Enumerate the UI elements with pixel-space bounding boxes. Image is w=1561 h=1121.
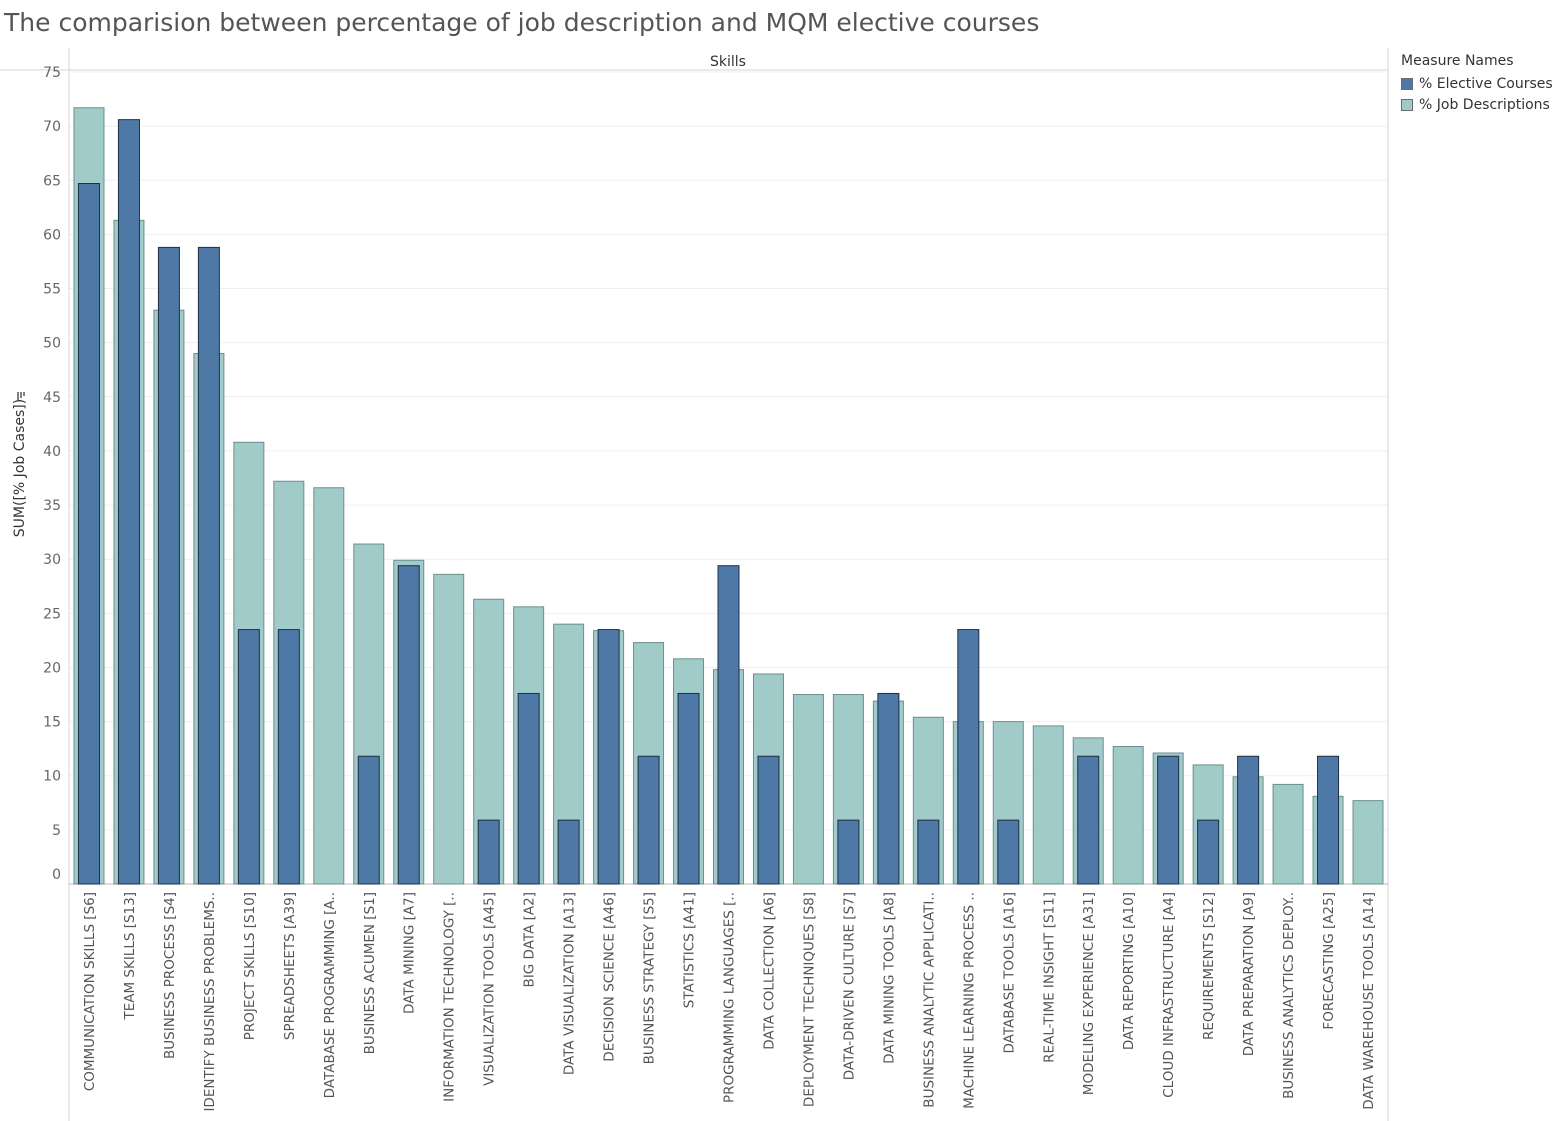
bar-elective-courses[interactable] <box>757 755 780 885</box>
bar-elective-courses[interactable] <box>277 629 300 885</box>
legend-title: Measure Names <box>1401 53 1514 69</box>
bar-job-descriptions[interactable] <box>1272 783 1304 885</box>
y-tick-label: 65 <box>43 173 61 189</box>
x-category-label: DATABASE PROGRAMMING [A.. <box>322 892 338 1098</box>
y-tick-label: 20 <box>43 660 61 676</box>
y-tick-label: 35 <box>43 498 61 514</box>
bar-job-descriptions[interactable] <box>792 694 824 885</box>
legend-swatch-elective-courses <box>1401 77 1413 90</box>
x-category-label: DATA MINING TOOLS [A8] <box>881 892 897 1064</box>
x-category-label: DATA VISUALIZATION [A13] <box>562 892 578 1075</box>
x-category-label: BIG DATA [A2] <box>522 892 538 987</box>
bar-elective-courses[interactable] <box>117 119 140 885</box>
bar-elective-courses[interactable] <box>197 246 220 885</box>
x-category-label: PROJECT SKILLS [S10] <box>242 892 258 1040</box>
y-tick-label: 60 <box>43 227 61 243</box>
bar-job-descriptions[interactable] <box>1352 800 1384 885</box>
bar-job-descriptions[interactable] <box>433 573 465 885</box>
x-category-label: PROGRAMMING LANGUAGES [.. <box>722 892 738 1103</box>
bar-elective-courses[interactable] <box>77 183 100 885</box>
bar-elective-courses[interactable] <box>597 629 620 885</box>
x-category-label: VISUALIZATION TOOLS [A45] <box>482 892 498 1086</box>
y-tick-label: 15 <box>43 715 61 731</box>
x-category-label: INFORMATION TECHNOLOGY [.. <box>442 892 458 1102</box>
x-category-label: BUSINESS STRATEGY [S5] <box>642 892 658 1064</box>
x-category-label: BUSINESS ANALYTICS DEPLOY.. <box>1281 892 1297 1099</box>
x-category-label: DATA COLLECTION [A6] <box>761 892 777 1050</box>
bar-elective-courses[interactable] <box>677 692 700 885</box>
y-tick-label: 70 <box>43 119 61 135</box>
x-category-label: DEPLOYMENT TECHNIQUES [S8] <box>801 892 817 1107</box>
x-category-label: COMMUNICATION SKILLS [S6] <box>82 892 98 1091</box>
bar-elective-courses[interactable] <box>397 565 420 885</box>
bar-elective-courses[interactable] <box>1317 755 1340 885</box>
x-category-label: TEAM SKILLS [S13] <box>122 892 138 1021</box>
sort-icon[interactable] <box>17 392 25 400</box>
legend-entry-elective-courses[interactable]: % Elective Courses <box>1401 73 1553 94</box>
x-category-label: DATA-DRIVEN CULTURE [S7] <box>841 892 857 1080</box>
x-category-label: BUSINESS PROCESS [S4] <box>162 892 178 1059</box>
legend-label-job-descriptions: % Job Descriptions <box>1419 96 1550 113</box>
bar-elective-courses[interactable] <box>357 755 380 885</box>
bars <box>73 107 1384 885</box>
chart-title: The comparision between percentage of jo… <box>4 8 1040 37</box>
legend-label-elective-courses: % Elective Courses <box>1419 75 1553 92</box>
x-category-label: DATA PREPARATION [A9] <box>1241 892 1257 1056</box>
bar-job-descriptions[interactable] <box>1112 746 1144 885</box>
x-category-label: SPREADSHEETS [A39] <box>282 892 298 1040</box>
x-category-label: CLOUD INFRASTRUCTURE [A4] <box>1161 892 1177 1098</box>
x-axis-title: Skills <box>710 54 746 70</box>
y-tick-label: 5 <box>52 823 61 839</box>
bar-elective-courses[interactable] <box>517 692 540 885</box>
bar-elective-courses[interactable] <box>997 819 1020 885</box>
x-category-label: DATA WAREHOUSE TOOLS [A14] <box>1361 892 1377 1110</box>
bar-elective-courses[interactable] <box>837 819 860 885</box>
bar-elective-courses[interactable] <box>477 819 500 885</box>
x-category-label: FORECASTING [A25] <box>1321 892 1337 1030</box>
bar-elective-courses[interactable] <box>957 629 980 885</box>
bar-elective-courses[interactable] <box>1197 819 1220 885</box>
y-tick-label: 40 <box>43 444 61 460</box>
y-tick-label: 25 <box>43 606 61 622</box>
x-category-label: BUSINESS ANALYTIC APPLICATI.. <box>921 892 937 1108</box>
y-tick-label: 0 <box>52 867 61 883</box>
bar-elective-courses[interactable] <box>637 755 660 885</box>
x-category-label: REQUIREMENTS [S12] <box>1201 892 1217 1040</box>
bar-elective-courses[interactable] <box>237 629 260 885</box>
y-tick-label: 45 <box>43 390 61 406</box>
x-category-label: DECISION SCIENCE [A46] <box>602 892 618 1062</box>
bar-job-descriptions[interactable] <box>313 487 345 885</box>
x-category-label: DATABASE TOOLS [A16] <box>1001 892 1017 1054</box>
y-axis-title: SUM([% Job Cases]) <box>12 399 28 537</box>
x-category-label: DATA MINING [A7] <box>402 892 418 1014</box>
bar-elective-courses[interactable] <box>1077 755 1100 885</box>
y-axis-ticks: 0 5 10 15 20 25 30 35 40 45 50 55 60 65 70 75 <box>43 65 61 883</box>
bar-elective-courses[interactable] <box>557 819 580 885</box>
legend: Measure Names % Elective Courses % Job D… <box>1401 53 1553 115</box>
y-tick-label: 55 <box>43 282 61 298</box>
y-tick-label: 30 <box>43 552 61 568</box>
x-category-label: STATISTICS [A41] <box>682 892 698 1008</box>
x-category-label: DATA REPORTING [A10] <box>1121 892 1137 1050</box>
y-tick-label: 75 <box>43 65 61 81</box>
x-category-label: BUSINESS ACUMEN [S1] <box>362 892 378 1054</box>
y-tick-label: 50 <box>43 336 61 352</box>
x-category-label: MACHINE LEARNING PROCESS .. <box>961 892 977 1109</box>
legend-swatch-job-descriptions <box>1401 98 1413 111</box>
x-category-label: REAL-TIME INSIGHT [S11] <box>1041 892 1057 1063</box>
bar-elective-courses[interactable] <box>877 692 900 885</box>
x-axis-category-labels: COMMUNICATION SKILLS [S6] TEAM SKILLS [S1… <box>82 892 1377 1112</box>
x-category-label: MODELING EXPERIENCE [A31] <box>1081 892 1097 1095</box>
y-tick-label: 10 <box>43 769 61 785</box>
x-category-label: IDENTIFY BUSINESS PROBLEMS.. <box>202 892 218 1112</box>
bar-elective-courses[interactable] <box>917 819 940 885</box>
bar-elective-courses[interactable] <box>1237 755 1260 885</box>
legend-entry-job-descriptions[interactable]: % Job Descriptions <box>1401 94 1553 115</box>
bar-elective-courses[interactable] <box>717 565 740 885</box>
bar-job-descriptions[interactable] <box>1032 725 1064 885</box>
bar-elective-courses[interactable] <box>157 246 180 885</box>
bar-elective-courses[interactable] <box>1157 755 1180 885</box>
